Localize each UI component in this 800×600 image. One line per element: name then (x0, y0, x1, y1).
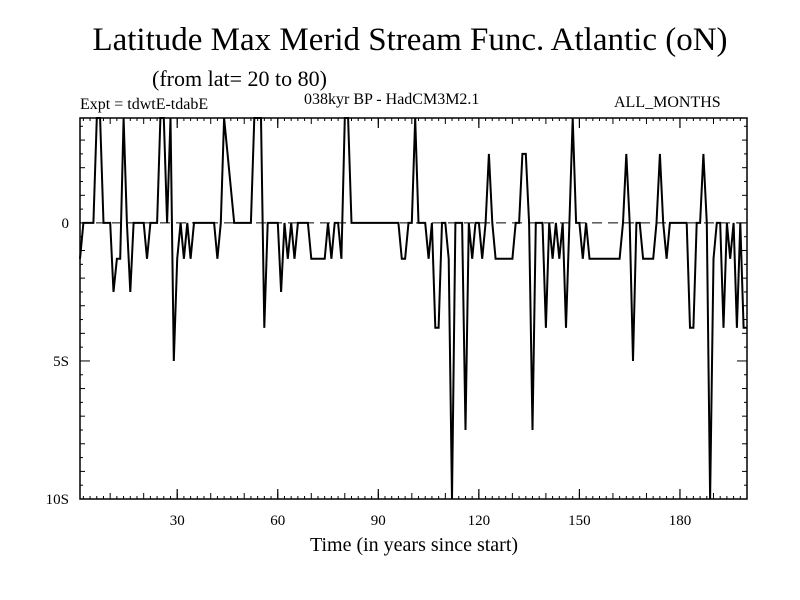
chart-subtitle: (from lat= 20 to 80) (152, 66, 327, 91)
tick-labels: 30 60 90 120 150 180 0 5S 10S (46, 216, 692, 529)
x-tick-label: 120 (468, 513, 491, 529)
x-tick-label: 150 (568, 513, 591, 529)
plot-frame (79, 117, 748, 500)
x-tick-label: 30 (170, 513, 185, 529)
experiment-label: Expt = tdwtE-tdabE (80, 96, 209, 113)
y-tick-label: 5S (53, 354, 69, 370)
chart-title: Latitude Max Merid Stream Func. Atlantic… (92, 22, 728, 58)
model-label: 038kyr BP - HadCM3M2.1 (304, 91, 480, 108)
x-axis-label: Time (in years since start) (309, 534, 519, 556)
x-tick-label: 180 (669, 513, 692, 529)
y-tick-label: 0 (62, 216, 70, 232)
series-line (79, 117, 747, 500)
months-label: ALL_MONTHS (614, 94, 721, 111)
x-tick-label: 90 (371, 513, 386, 529)
y-tick-label: 10S (46, 492, 69, 508)
x-tick-label: 60 (270, 513, 285, 529)
